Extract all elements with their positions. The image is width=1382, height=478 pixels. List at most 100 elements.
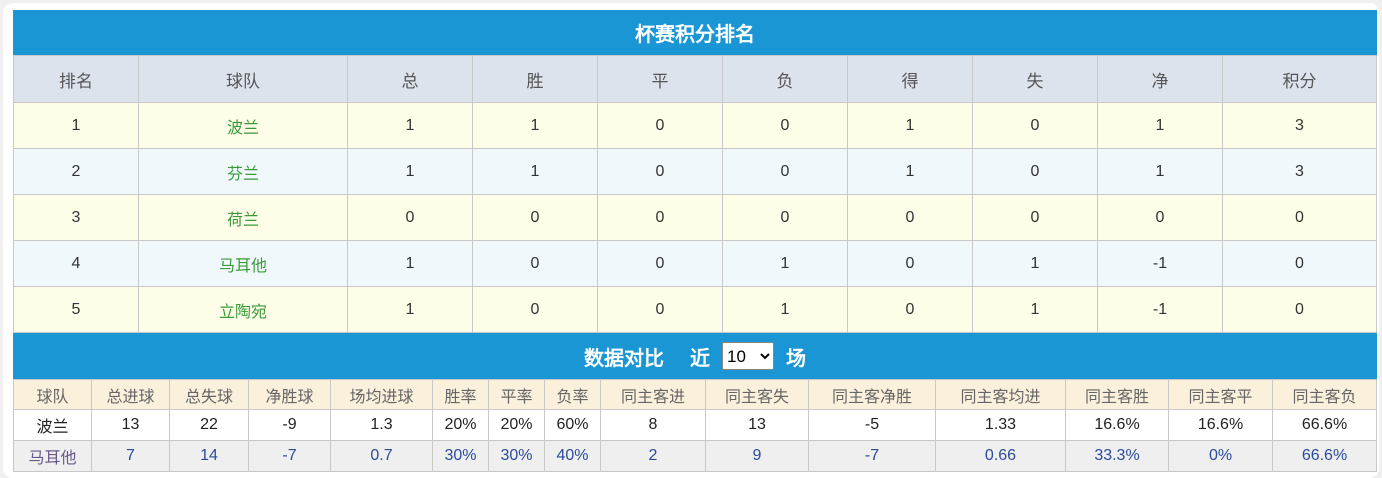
column-header: 得: [847, 55, 973, 103]
cell: 2: [600, 440, 706, 472]
comparison-title-bar: 数据对比 近 10 场: [13, 333, 1377, 379]
cell: 0: [972, 148, 1098, 195]
cell: 40%: [544, 440, 601, 472]
cell: 66.6%: [1272, 440, 1377, 472]
cell: 22: [169, 409, 249, 441]
cell: 0: [1222, 194, 1377, 241]
cell: 0: [1222, 286, 1377, 333]
cell: -7: [808, 440, 936, 472]
team-link[interactable]: 荷兰: [138, 194, 348, 241]
cell: 0: [1222, 240, 1377, 287]
column-header: 积分: [1222, 55, 1377, 103]
cell: 3: [1222, 148, 1377, 195]
standings-section: 杯赛积分排名 排名 球队总胜平负得失净积分 1 波兰 1 1 0 0 1 0 1 3 2 芬兰 1 1 0 0 1…: [13, 10, 1377, 472]
cell: 0: [847, 194, 973, 241]
recent-matches-select[interactable]: 10: [722, 342, 774, 370]
cell: 60%: [544, 409, 601, 441]
cell: 0: [597, 286, 723, 333]
standings-title: 杯赛积分排名: [13, 10, 1377, 55]
column-header: 同主客失: [705, 379, 809, 410]
cell: 0: [472, 194, 598, 241]
cell: 0: [597, 240, 723, 287]
cell: -9: [248, 409, 331, 441]
cell: 0: [722, 148, 848, 195]
cell: -7: [248, 440, 331, 472]
column-header: 总: [347, 55, 473, 103]
cell: 1: [847, 102, 973, 149]
column-header: 球队: [138, 55, 348, 103]
column-header: 胜: [472, 55, 598, 103]
team-link[interactable]: 马耳他: [138, 240, 348, 287]
cell: 0.7: [330, 440, 433, 472]
cell: -1: [1097, 240, 1223, 287]
column-header: 同主客均进: [935, 379, 1066, 410]
table-row: 5 立陶宛 1 0 0 1 0 1 -1 0: [13, 286, 1377, 333]
table-row: 波兰 13 22 -9 1.3 20% 20% 60% 8 13 -5 1.33 16.6% 16.6% 6…: [13, 409, 1377, 441]
cell: 13: [705, 409, 809, 441]
cell: 3: [1222, 102, 1377, 149]
column-header: 负: [722, 55, 848, 103]
cell: 1.33: [935, 409, 1066, 441]
table-row: 2 芬兰 1 1 0 0 1 0 1 3: [13, 148, 1377, 195]
table-row: 4 马耳他 1 0 0 1 0 1 -1 0: [13, 240, 1377, 287]
cell: 4: [13, 240, 139, 287]
cell: 5: [13, 286, 139, 333]
recent-suffix: 场: [786, 347, 806, 370]
cell: 0%: [1168, 440, 1273, 472]
cell: 0: [972, 194, 1098, 241]
cell: 0: [472, 286, 598, 333]
cell: 13: [91, 409, 170, 441]
cell: 0: [847, 240, 973, 287]
cell: 8: [600, 409, 706, 441]
column-header: 同主客净胜: [808, 379, 936, 410]
cell: 33.3%: [1065, 440, 1169, 472]
table-row: 3 荷兰 0 0 0 0 0 0 0 0: [13, 194, 1377, 241]
column-header: 同主客进: [600, 379, 706, 410]
team-link[interactable]: 立陶宛: [138, 286, 348, 333]
recent-prefix: 近: [690, 347, 710, 370]
cell: 1: [972, 240, 1098, 287]
cell: 1: [347, 102, 473, 149]
cell: 1.3: [330, 409, 433, 441]
cell: 30%: [488, 440, 545, 472]
column-header: 总失球: [169, 379, 249, 410]
comparison-table: 球队 总进球 总失球 净胜球 场均进球 胜率 平率 负率 同主客进 同主客失 同主客净胜 同主客均进同…: [13, 379, 1377, 472]
cell: 2: [13, 148, 139, 195]
standings-table: 排名 球队总胜平负得失净积分 1 波兰 1 1 0 0 1 0 1 3 2 芬兰 1 1 0 0 1 0 1 3 3 荷兰 0…: [13, 55, 1377, 333]
team-link[interactable]: 波兰: [138, 102, 348, 149]
cell: 7: [91, 440, 170, 472]
column-header: 同主客负: [1272, 379, 1377, 410]
cell: -1: [1097, 286, 1223, 333]
team-name: 马耳他: [13, 440, 92, 472]
team-name: 波兰: [13, 409, 92, 441]
column-header: 净胜球: [248, 379, 331, 410]
column-header: 胜率: [432, 379, 489, 410]
cell: 0.66: [935, 440, 1066, 472]
cell: 1: [347, 286, 473, 333]
cell: 0: [1097, 194, 1223, 241]
cell: 3: [13, 194, 139, 241]
cell: 30%: [432, 440, 489, 472]
cell: 16.6%: [1065, 409, 1169, 441]
column-header: 平: [597, 55, 723, 103]
column-header: 平率: [488, 379, 545, 410]
cell: 1: [972, 286, 1098, 333]
cell: 1: [722, 240, 848, 287]
cell: 0: [722, 194, 848, 241]
team-link[interactable]: 芬兰: [138, 148, 348, 195]
cell: 1: [1097, 148, 1223, 195]
column-header: 负率: [544, 379, 601, 410]
cell: 0: [847, 286, 973, 333]
column-header: 净: [1097, 55, 1223, 103]
column-header: 场均进球: [330, 379, 433, 410]
cell: -5: [808, 409, 936, 441]
cell: 20%: [488, 409, 545, 441]
cell: 0: [597, 194, 723, 241]
cell: 0: [972, 102, 1098, 149]
cell: 0: [597, 102, 723, 149]
column-header: 失: [972, 55, 1098, 103]
cell: 16.6%: [1168, 409, 1273, 441]
cell: 9: [705, 440, 809, 472]
cell: 0: [347, 194, 473, 241]
cell: 1: [347, 148, 473, 195]
